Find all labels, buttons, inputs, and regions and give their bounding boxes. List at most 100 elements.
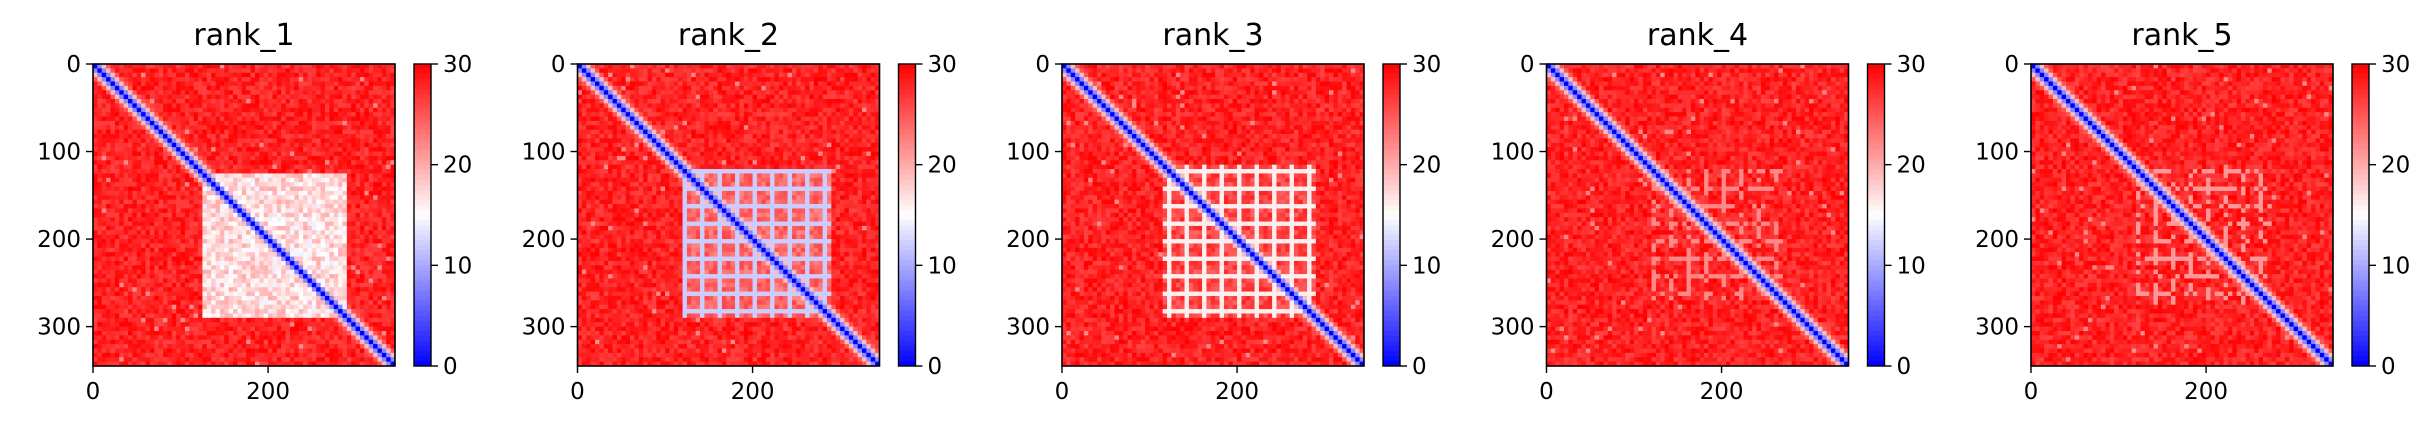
- heatmap-cell: [338, 195, 343, 200]
- heatmap-cell: [150, 226, 155, 231]
- heatmap-cell: [246, 318, 251, 323]
- heatmap-cell: [582, 73, 587, 78]
- colorbar-step: [414, 134, 431, 140]
- heatmap-cell: [377, 283, 382, 288]
- heatmap-cell: [150, 178, 155, 183]
- heatmap-cell: [334, 243, 339, 248]
- heatmap-cell: [264, 278, 269, 283]
- heatmap-cell: [356, 125, 361, 130]
- heatmap-cell: [137, 134, 142, 139]
- heatmap-cell: [97, 77, 102, 82]
- heatmap-cell: [111, 252, 116, 257]
- heatmap-cell: [154, 226, 159, 231]
- heatmap-cell: [338, 152, 343, 157]
- heatmap-cell: [342, 243, 347, 248]
- heatmap-cell: [189, 68, 194, 73]
- heatmap-cell: [202, 191, 207, 196]
- heatmap-cell: [202, 187, 207, 192]
- heatmap-cell: [373, 357, 378, 362]
- heatmap-cell: [124, 173, 129, 178]
- heatmap-cell: [356, 222, 361, 227]
- heatmap-cell: [220, 217, 225, 222]
- heatmap-cell: [146, 86, 151, 91]
- heatmap-cell: [189, 344, 194, 349]
- heatmap-cell: [818, 68, 823, 73]
- heatmap-cell: [154, 99, 159, 104]
- heatmap-cell: [338, 217, 343, 222]
- heatmap-cell: [111, 292, 116, 297]
- heatmap-cell: [106, 112, 111, 117]
- heatmap-cell: [163, 112, 168, 117]
- heatmap-cell: [163, 344, 168, 349]
- heatmap-cell: [268, 248, 273, 253]
- heatmap-cell: [224, 204, 229, 209]
- heatmap-cell: [334, 195, 339, 200]
- colorbar-step: [414, 69, 431, 75]
- heatmap-cell: [329, 217, 334, 222]
- heatmap-cell: [264, 165, 269, 170]
- heatmap-cell: [264, 86, 269, 91]
- heatmap-cell: [237, 318, 242, 323]
- heatmap-cell: [277, 283, 282, 288]
- heatmap-cell: [106, 340, 111, 345]
- heatmap-cell: [176, 261, 181, 266]
- heatmap-cell: [316, 204, 321, 209]
- heatmap-cell: [294, 117, 299, 122]
- heatmap-cell: [386, 187, 391, 192]
- heatmap-cell: [124, 68, 129, 73]
- heatmap-cell: [233, 239, 238, 244]
- heatmap-cell: [207, 357, 212, 362]
- heatmap-cell: [342, 265, 347, 270]
- heatmap-cell: [172, 327, 177, 332]
- heatmap-cell: [159, 86, 164, 91]
- heatmap-cell: [229, 112, 234, 117]
- heatmap-cell: [316, 73, 321, 78]
- heatmap-cell: [364, 239, 369, 244]
- heatmap-cell: [290, 178, 295, 183]
- heatmap-cell: [119, 348, 124, 353]
- heatmap-cell: [334, 309, 339, 314]
- heatmap-cell: [207, 121, 212, 126]
- heatmap-cell: [360, 86, 365, 91]
- heatmap-cell: [312, 340, 317, 345]
- heatmap-cell: [167, 160, 172, 165]
- heatmap-cell: [347, 178, 352, 183]
- heatmap-cell: [334, 160, 339, 165]
- heatmap-cell: [294, 270, 299, 275]
- heatmap-cell: [321, 156, 326, 161]
- heatmap-cell: [229, 217, 234, 222]
- heatmap-cell: [220, 112, 225, 117]
- heatmap-cell: [237, 239, 242, 244]
- heatmap-cell: [303, 169, 308, 174]
- heatmap-cell: [294, 204, 299, 209]
- heatmap-cell: [132, 348, 137, 353]
- heatmap-cell: [325, 248, 330, 253]
- heatmap-cell: [233, 182, 238, 187]
- heatmap-cell: [342, 235, 347, 240]
- heatmap-cell: [233, 121, 238, 126]
- heatmap-cell: [369, 169, 374, 174]
- heatmap-cell: [119, 125, 124, 130]
- heatmap-cell: [216, 99, 221, 104]
- heatmap-cell: [159, 265, 164, 270]
- heatmap-cell: [321, 239, 326, 244]
- heatmap-cell: [102, 77, 107, 82]
- heatmap-cell: [329, 230, 334, 235]
- heatmap-cell: [229, 195, 234, 200]
- heatmap-cell: [377, 213, 382, 218]
- heatmap-cell: [259, 156, 264, 161]
- heatmap-cell: [277, 156, 282, 161]
- heatmap-cell: [132, 173, 137, 178]
- heatmap-cell: [281, 344, 286, 349]
- heatmap-cell: [194, 160, 199, 165]
- heatmap-cell: [237, 274, 242, 279]
- heatmap-cell: [146, 208, 151, 213]
- heatmap-cell: [316, 191, 321, 196]
- heatmap-cell: [303, 165, 308, 170]
- heatmap-cell: [220, 313, 225, 318]
- heatmap-cell: [167, 261, 172, 266]
- heatmap-cell: [286, 265, 291, 270]
- heatmap-cell: [233, 99, 238, 104]
- heatmap-cell: [386, 235, 391, 240]
- heatmap-cell: [286, 182, 291, 187]
